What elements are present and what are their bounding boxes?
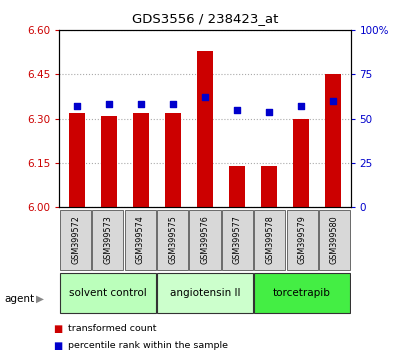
Point (106, 102, 112, 107)
Bar (229, 166, 245, 207)
Point (265, 109, 272, 114)
Bar (92, 210, 123, 270)
Text: GSM399575: GSM399575 (168, 215, 177, 264)
Text: GSM399572: GSM399572 (71, 215, 80, 264)
Bar (157, 273, 252, 313)
Bar (157, 210, 188, 270)
Text: GSM399573: GSM399573 (103, 216, 112, 264)
Bar (324, 74, 340, 207)
Text: GDS3556 / 238423_at: GDS3556 / 238423_at (131, 12, 278, 25)
Text: transformed count: transformed count (67, 324, 156, 333)
Bar (286, 210, 317, 270)
Text: percentile rank within the sample: percentile rank within the sample (67, 341, 227, 350)
Text: angiotensin II: angiotensin II (169, 288, 240, 298)
Bar (254, 210, 285, 270)
Text: solvent control: solvent control (69, 288, 146, 298)
Text: GSM399576: GSM399576 (200, 216, 209, 264)
Text: ▶: ▶ (36, 294, 44, 304)
Bar (221, 210, 252, 270)
Bar (254, 273, 349, 313)
Text: GSM399579: GSM399579 (297, 215, 306, 264)
Point (169, 102, 176, 107)
Text: GSM399574: GSM399574 (135, 216, 144, 264)
Point (329, 98, 335, 104)
Bar (189, 210, 220, 270)
Text: GSM399580: GSM399580 (329, 216, 338, 264)
Bar (69, 113, 85, 207)
Bar (292, 119, 308, 207)
Bar (60, 210, 91, 270)
Text: GSM399578: GSM399578 (265, 216, 274, 264)
Bar (261, 166, 276, 207)
Point (137, 102, 144, 107)
Bar (164, 113, 180, 207)
Point (297, 103, 303, 109)
Point (74, 103, 80, 109)
Text: ■: ■ (53, 324, 63, 333)
Text: torcetrapib: torcetrapib (272, 288, 330, 298)
Text: ■: ■ (53, 341, 63, 350)
Point (201, 95, 208, 100)
Text: agent: agent (4, 294, 34, 304)
Bar (101, 116, 117, 207)
Bar (133, 113, 148, 207)
Text: GSM399577: GSM399577 (232, 215, 241, 264)
Bar (196, 51, 213, 207)
Point (233, 107, 240, 113)
Bar (318, 210, 349, 270)
Bar (124, 210, 155, 270)
Bar (60, 273, 155, 313)
